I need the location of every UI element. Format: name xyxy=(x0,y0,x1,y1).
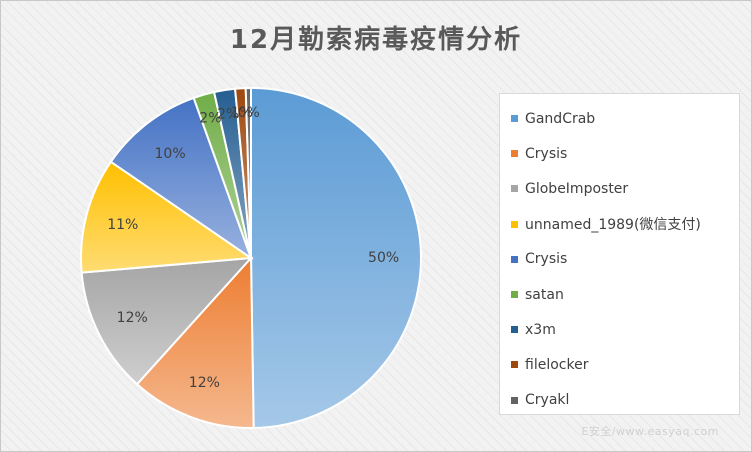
legend-item-3: unnamed_1989(微信支付) xyxy=(500,207,739,242)
legend-label: Crysis xyxy=(525,251,568,268)
legend-swatch xyxy=(511,185,518,193)
legend-swatch xyxy=(511,396,518,404)
legend-swatch xyxy=(511,361,518,369)
legend-swatch xyxy=(511,255,518,263)
legend-swatch xyxy=(511,326,518,334)
legend-label: Crysis xyxy=(525,145,568,162)
legend-label: Cryakl xyxy=(525,392,570,409)
data-label-7: 1% xyxy=(231,105,253,121)
legend-label: unnamed_1989(微信支付) xyxy=(525,217,701,234)
data-label-4: 10% xyxy=(155,146,186,162)
data-label-2: 12% xyxy=(117,310,148,326)
data-label-0: 50% xyxy=(368,250,399,266)
legend-label: satan xyxy=(525,286,564,303)
chart-title: 12月勒索病毒疫情分析 xyxy=(229,25,523,55)
legend-item-6: x3m xyxy=(500,312,739,347)
legend-label: GandCrab xyxy=(525,110,596,127)
data-label-6: 2% xyxy=(217,107,239,123)
pie-slice-gandcrab-0 xyxy=(250,86,422,429)
pie-slice-unnamed-1989--3 xyxy=(80,160,254,274)
pie-slice-globeimposter-2 xyxy=(80,256,254,386)
legend-swatch xyxy=(511,291,518,299)
pie-slice-crysis-1 xyxy=(135,255,255,429)
legend-swatch xyxy=(511,150,518,158)
data-label-5: 2% xyxy=(199,111,221,127)
legend-item-0: GandCrab xyxy=(500,101,739,136)
legend-item-8: Cryakl xyxy=(500,383,739,418)
legend-label: GlobeImposter xyxy=(525,180,629,197)
legend-item-5: satan xyxy=(500,277,739,312)
legend-label: x3m xyxy=(525,321,556,338)
legend-item-1: Crysis xyxy=(500,136,739,171)
data-label-8: 0% xyxy=(238,105,260,121)
legend-item-7: filelocker xyxy=(500,347,739,382)
legend-swatch xyxy=(511,115,518,123)
data-label-1: 12% xyxy=(189,375,220,391)
legend-swatch xyxy=(511,220,518,228)
data-label-3: 11% xyxy=(107,217,138,233)
legend-item-2: GlobeImposter xyxy=(500,171,739,206)
pie-slice-crysis-4 xyxy=(109,96,253,261)
legend-label: filelocker xyxy=(525,356,589,373)
legend-item-4: Crysis xyxy=(500,242,739,277)
watermark: E安全/www.easyaq.com xyxy=(581,425,719,438)
legend: GandCrab Crysis GlobeImposter unnamed_1989(… xyxy=(499,93,740,415)
pie-slice-cryakl-8 xyxy=(244,86,252,259)
